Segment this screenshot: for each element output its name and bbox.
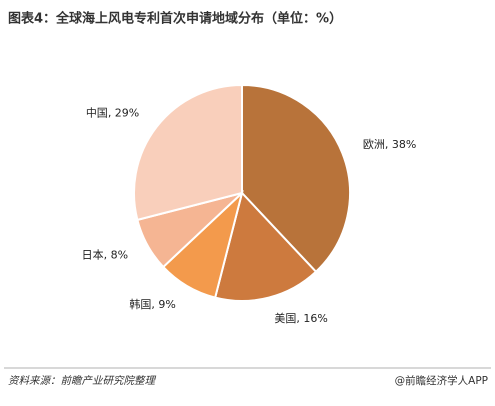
value-label: , 16% [296, 312, 327, 325]
data-label: 韩国, 9% [129, 297, 175, 311]
credit: @前瞻经济学人APP [395, 374, 488, 387]
category-label: 韩国 [129, 297, 151, 311]
source: 资料来源：前瞻产业研究院整理 [8, 375, 156, 387]
category-label: 日本 [82, 248, 104, 262]
data-label: 中国, 29% [86, 106, 139, 119]
category-label: 中国 [86, 106, 108, 119]
data-label: 欧洲, 38% [363, 138, 416, 151]
pie-slice [241, 83, 351, 274]
value-label: , 8% [104, 249, 128, 262]
value-label: , 9% [151, 298, 175, 311]
pie-slice [133, 83, 243, 222]
chart-title: 图表4：全球海上风电专利首次申请地域分布（单位：%） [8, 11, 342, 27]
value-label: , 38% [385, 138, 416, 151]
data-label: 美国, 16% [274, 312, 327, 325]
value-label: , 29% [108, 106, 139, 119]
category-label: 美国 [274, 312, 296, 325]
data-label: 日本, 8% [82, 248, 128, 262]
pie-slice [213, 190, 318, 302]
category-label: 欧洲 [363, 138, 385, 151]
